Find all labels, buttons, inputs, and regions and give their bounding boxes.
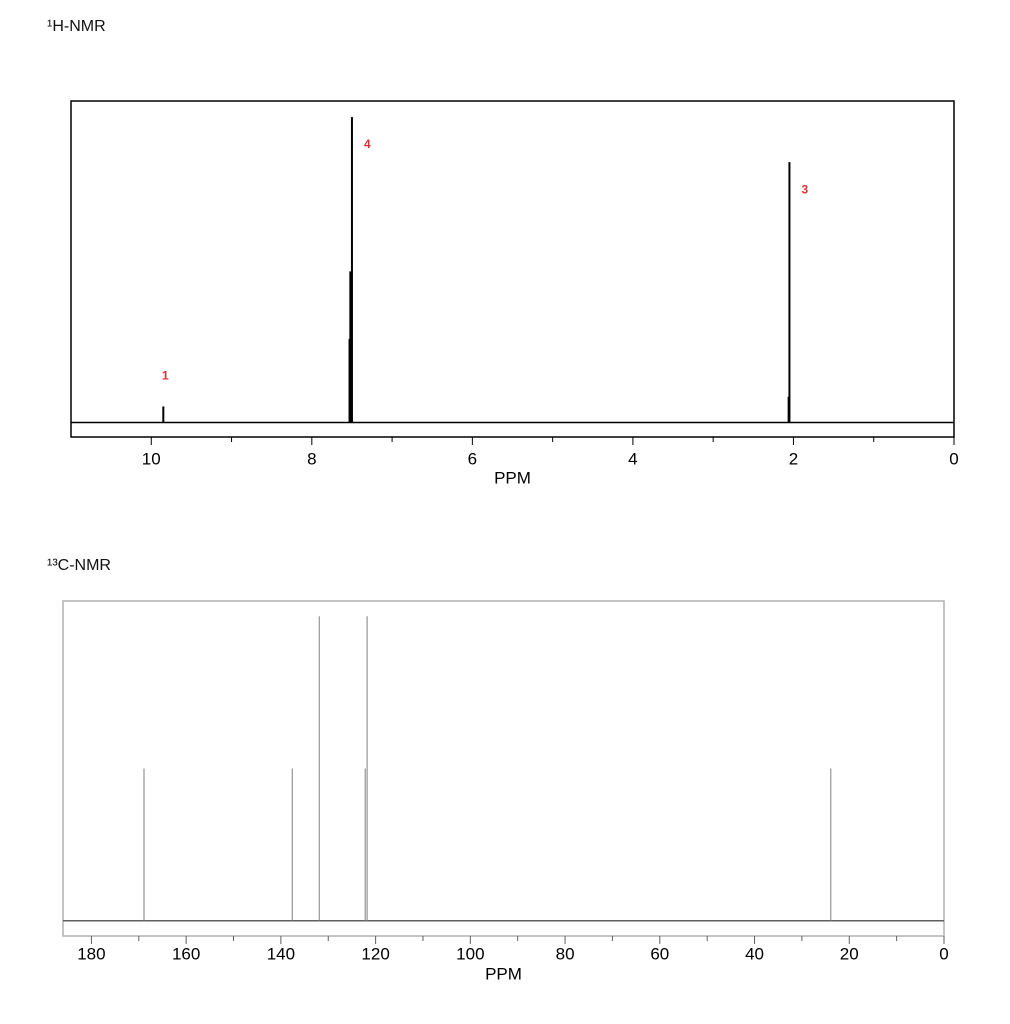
x-tick-label: 40 [745, 944, 764, 963]
x-tick-label: 10 [142, 449, 161, 468]
x-tick-label: 120 [361, 944, 389, 963]
plot-frame [62, 600, 945, 937]
x-tick-label: 8 [307, 449, 316, 468]
x-tick-label: 100 [456, 944, 484, 963]
x-axis-label: PPM [494, 468, 531, 487]
plot-frame [70, 100, 955, 438]
x-axis-label: PPM [485, 964, 522, 983]
x-tick-label: 140 [267, 944, 295, 963]
x-tick-label: 6 [468, 449, 477, 468]
chart-title: ¹H-NMR [47, 18, 106, 35]
x-tick-label: 20 [840, 944, 859, 963]
chart-title: ¹³C-NMR [47, 557, 111, 574]
peak-label: 3 [801, 182, 808, 196]
x-tick-label: 4 [628, 449, 637, 468]
peak-label: 4 [364, 137, 371, 151]
x-tick-label: 180 [77, 944, 105, 963]
peak-label: 1 [162, 369, 169, 383]
x-tick-label: 0 [949, 449, 958, 468]
x-tick-label: 0 [939, 944, 948, 963]
x-tick-label: 2 [789, 449, 798, 468]
x-tick-label: 160 [172, 944, 200, 963]
x-tick-label: 80 [556, 944, 575, 963]
x-tick-label: 60 [650, 944, 669, 963]
